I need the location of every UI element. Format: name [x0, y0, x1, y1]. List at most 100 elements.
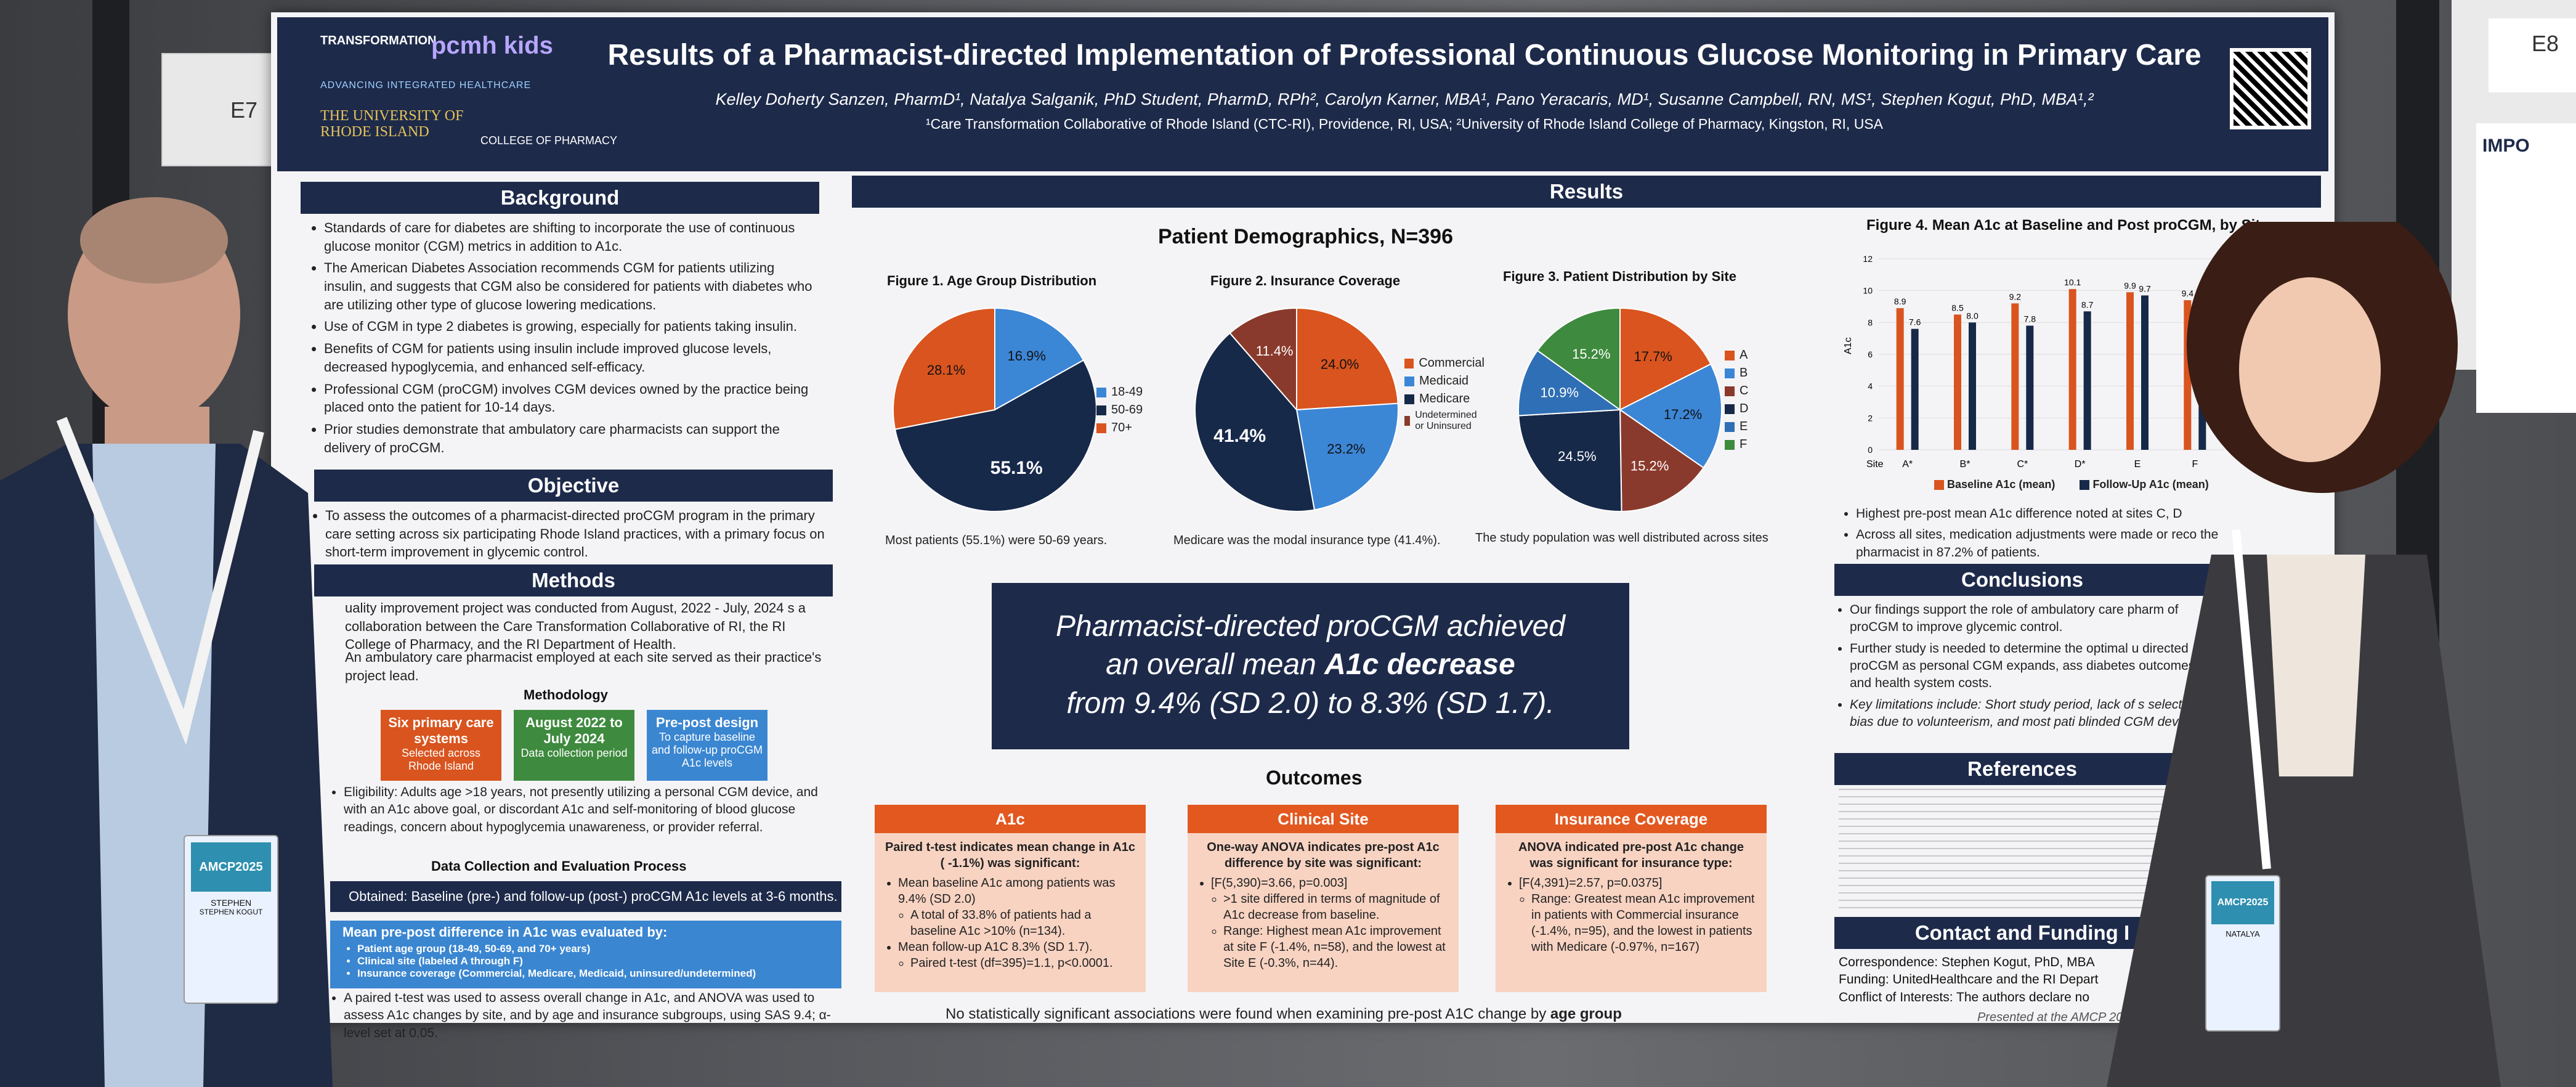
bar	[1911, 328, 1919, 450]
bar	[2068, 289, 2076, 450]
legend-label: F	[1740, 438, 1748, 451]
methodology-box-title: Pre-post design	[655, 715, 759, 730]
methodology-label: Methodology	[524, 687, 608, 702]
pie-slice	[894, 359, 1097, 512]
pie-slice	[1619, 363, 1722, 469]
background-item: Use of CGM in type 2 diabetes is growing…	[324, 317, 818, 336]
figure4-note: Highest pre-post mean A1c difference not…	[1856, 505, 2233, 523]
pie-slice	[994, 307, 1085, 411]
bar-value-label: 8.7	[2081, 299, 2094, 309]
pie-slice	[1619, 307, 1712, 411]
right-name-badge: AMCP2025 NATALYA	[2205, 875, 2280, 1032]
pie-slice-label: 17.2%	[1664, 407, 1702, 422]
figure4-title: Figure 4. Mean A1c at Baseline and Post …	[1866, 217, 2269, 234]
legend-item: E	[1725, 420, 1748, 434]
obtained-bar: Obtained: Baseline (pre-) and follow-up …	[330, 881, 841, 912]
legend-item: D	[1725, 402, 1748, 416]
x-tick-label: B*	[1960, 459, 1970, 470]
legend-swatch	[1725, 368, 1735, 378]
methodology-box-title: Six primary care systems	[388, 715, 494, 746]
figure4-notes: Highest pre-post mean A1c difference not…	[1839, 505, 2233, 565]
figure3-title: Figure 3. Patient Distribution by Site	[1503, 269, 1736, 284]
right-badge-name: NATALYA	[2226, 929, 2260, 938]
figure4-legend-label: Baseline A1c (mean)	[1947, 478, 2056, 491]
bar-value-label: 7.8	[2024, 314, 2036, 324]
bar-value-label: 9.4	[2182, 288, 2194, 298]
right-badge-logo: AMCP2025	[2211, 881, 2274, 924]
methodology-box-sub: Selected across Rhode Island	[401, 747, 481, 772]
pie-slice-label: 28.1%	[927, 362, 965, 378]
x-tick-label: A*	[1902, 459, 1913, 470]
bar	[2141, 295, 2149, 450]
data-collection-heading: Data Collection and Evaluation Process	[431, 858, 687, 874]
outcome-card-item: Mean baseline A1c among patients was 9.4…	[898, 875, 1136, 907]
left-badge-name: STEPHEN KOGUT	[199, 908, 263, 916]
pie-slice-label: 16.9%	[1008, 348, 1046, 364]
figure4-legend: Baseline A1c (mean) Follow-Up A1c (mean)	[1934, 478, 2209, 491]
outcome-card-insurance-title: Insurance Coverage	[1496, 805, 1767, 833]
outcome-card-item: Mean follow-up A1C 8.3% (SD 1.7).	[898, 939, 1136, 955]
x-tick-label: C*	[2017, 459, 2028, 470]
y-tick-label: 0	[1868, 445, 1873, 455]
outcome-card-item: Range: Highest mean A1c improvement at s…	[1223, 923, 1449, 971]
background-item: The American Diabetes Association recomm…	[324, 259, 818, 314]
legend-item: Commercial	[1404, 356, 1484, 370]
outcome-card-lead: One-way ANOVA indicates pre-post A1c dif…	[1207, 841, 1440, 870]
neighbor-sign: E8	[2489, 18, 2576, 92]
objective-heading: Objective	[314, 470, 833, 502]
legend-label: B	[1740, 366, 1748, 380]
objective-text: To assess the outcomes of a pharmacist-d…	[308, 507, 825, 565]
legend-swatch	[1725, 350, 1735, 360]
background-item: Professional CGM (proCGM) involves CGM d…	[324, 380, 818, 417]
background-text: Standards of care for diabetes are shift…	[307, 219, 818, 460]
legend-swatch	[1096, 387, 1106, 397]
bar-value-label: 8.5	[1951, 303, 1964, 312]
references-list	[1839, 789, 2202, 912]
demographics-title: Patient Demographics, N=396	[1158, 225, 1454, 248]
methodology-box-period: August 2022 to July 2024 Data collection…	[514, 710, 634, 781]
bar	[2083, 311, 2091, 450]
mean-difference-item: Insurance coverage (Commercial, Medicare…	[357, 967, 829, 980]
bar-value-label: 7.6	[1909, 317, 1921, 327]
legend-label: Undetermined or Uninsured	[1415, 410, 1477, 431]
legend-swatch	[1404, 394, 1414, 404]
left-badge-logo: AMCP2025	[191, 842, 271, 892]
left-name-badge: AMCP2025 STEPHEN STEPHEN KOGUT	[184, 835, 278, 1004]
x-axis-label: Site	[1866, 459, 1884, 470]
legend-swatch	[1725, 421, 1735, 432]
bar-value-label: 9.2	[2009, 291, 2022, 301]
figure3-pie: 17.7% 17.2% 15.2% 24.5% 10.9% 15.2%	[1518, 307, 1722, 512]
pie-slice	[1518, 409, 1622, 512]
references-heading: References	[1834, 753, 2210, 785]
legend-item: Undetermined or Uninsured	[1404, 410, 1484, 432]
legend-swatch	[1725, 439, 1735, 450]
conclusion-item: Further study is needed to determine the…	[1850, 640, 2202, 693]
y-tick-label: 6	[1868, 349, 1873, 359]
footer-note-text: No statistically significant association…	[946, 1006, 1550, 1022]
college-label: COLLEGE OF PHARMACY	[480, 134, 618, 147]
pcmh-kids-logo: pcmh kids	[431, 32, 553, 59]
eligibility-text: Eligibility: Adults age >18 years, not p…	[326, 784, 832, 840]
bar	[1954, 314, 1961, 450]
neighbor-heading: IMPO	[2482, 136, 2530, 156]
qr-code-icon	[2230, 48, 2311, 129]
methods-heading: Methods	[314, 564, 833, 596]
pie-slice-label: 17.7%	[1634, 349, 1672, 364]
y-tick-label: 8	[1868, 317, 1873, 327]
legend-item: B	[1725, 366, 1748, 380]
legend-item: 50-69	[1096, 403, 1143, 417]
bar-value-label: 8.9	[1894, 296, 1906, 306]
x-tick-label: F	[2192, 459, 2198, 470]
poster-header	[277, 17, 2328, 171]
poster-authors: Kelley Doherty Sanzen, PharmD¹, Natalya …	[715, 90, 2094, 108]
legend-swatch	[1096, 423, 1106, 433]
outcome-card-site-title: Clinical Site	[1188, 805, 1459, 833]
background-item: Benefits of CGM for patients using insul…	[324, 340, 818, 376]
methods-intro: uality improvement project was conducted…	[345, 600, 806, 653]
conclusion-item: Our findings support the role of ambulat…	[1850, 601, 2202, 637]
bar	[1969, 322, 1976, 450]
figure1-pie: 16.9% 55.1% 28.1%	[893, 307, 1097, 512]
figure4-legend-followup: Follow-Up A1c (mean)	[2080, 478, 2209, 491]
outcome-card-insurance: ANOVA indicated pre-post A1c change was …	[1496, 833, 1767, 992]
outcomes-heading: Outcomes	[1266, 767, 1363, 789]
